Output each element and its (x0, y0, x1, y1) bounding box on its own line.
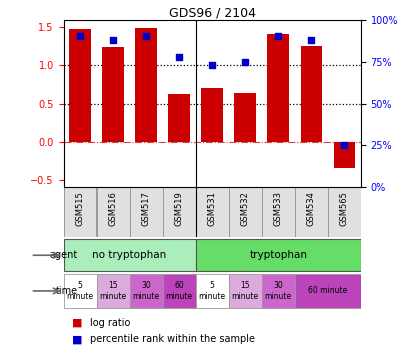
Bar (168, 94, 189, 142)
Text: no tryptophan: no tryptophan (92, 250, 166, 260)
Text: 30
minute: 30 minute (132, 281, 159, 301)
Bar (294, 187, 327, 237)
Point (175, 54, 182, 59)
Text: GSM515: GSM515 (75, 191, 84, 226)
Bar (162, 187, 195, 237)
Text: GSM519: GSM519 (174, 191, 183, 226)
Text: GSM534: GSM534 (306, 191, 315, 226)
Bar (261, 187, 294, 237)
Text: ■: ■ (72, 318, 82, 328)
Bar (69, 29, 90, 142)
Bar (97, 187, 129, 237)
Bar (195, 187, 228, 237)
Bar (195, 274, 228, 308)
Text: GSM532: GSM532 (240, 191, 249, 226)
Bar (195, 239, 360, 271)
Bar (201, 87, 222, 142)
Text: 5
minute: 5 minute (198, 281, 225, 301)
Bar (129, 274, 162, 308)
Bar (333, 142, 354, 169)
Bar (267, 34, 288, 142)
Text: ■: ■ (72, 334, 82, 344)
Text: GSM517: GSM517 (141, 191, 150, 226)
Text: GSM516: GSM516 (108, 191, 117, 226)
Bar (327, 187, 360, 237)
Bar (234, 93, 255, 142)
Bar (228, 187, 261, 237)
Text: 30
minute: 30 minute (264, 281, 291, 301)
Text: tryptophan: tryptophan (249, 250, 306, 260)
Bar (228, 274, 261, 308)
Title: GDS96 / 2104: GDS96 / 2104 (168, 7, 255, 20)
Text: 15
minute: 15 minute (99, 281, 126, 301)
Text: 15
minute: 15 minute (231, 281, 258, 301)
Bar (63, 274, 97, 308)
Text: 60
minute: 60 minute (165, 281, 192, 301)
Point (274, 34, 281, 39)
Bar (63, 239, 195, 271)
Point (241, 59, 248, 64)
Bar (129, 187, 162, 237)
Text: percentile rank within the sample: percentile rank within the sample (90, 334, 254, 344)
Text: 60 minute: 60 minute (308, 286, 346, 296)
Text: GSM565: GSM565 (339, 191, 348, 226)
Text: 5
minute: 5 minute (66, 281, 93, 301)
Point (76, 34, 83, 39)
Point (110, 37, 116, 42)
Bar (162, 274, 195, 308)
Point (307, 37, 314, 42)
Bar (135, 28, 157, 142)
Text: GSM533: GSM533 (273, 191, 282, 226)
Point (142, 34, 149, 39)
Text: agent: agent (49, 250, 78, 260)
Bar (300, 46, 321, 142)
Text: time: time (56, 286, 78, 296)
Bar (261, 274, 294, 308)
Bar (97, 274, 129, 308)
Bar (102, 47, 124, 142)
Text: GSM531: GSM531 (207, 191, 216, 226)
Bar (294, 274, 360, 308)
Point (340, 143, 347, 149)
Text: log ratio: log ratio (90, 318, 130, 328)
Point (208, 62, 215, 68)
Bar (63, 187, 96, 237)
